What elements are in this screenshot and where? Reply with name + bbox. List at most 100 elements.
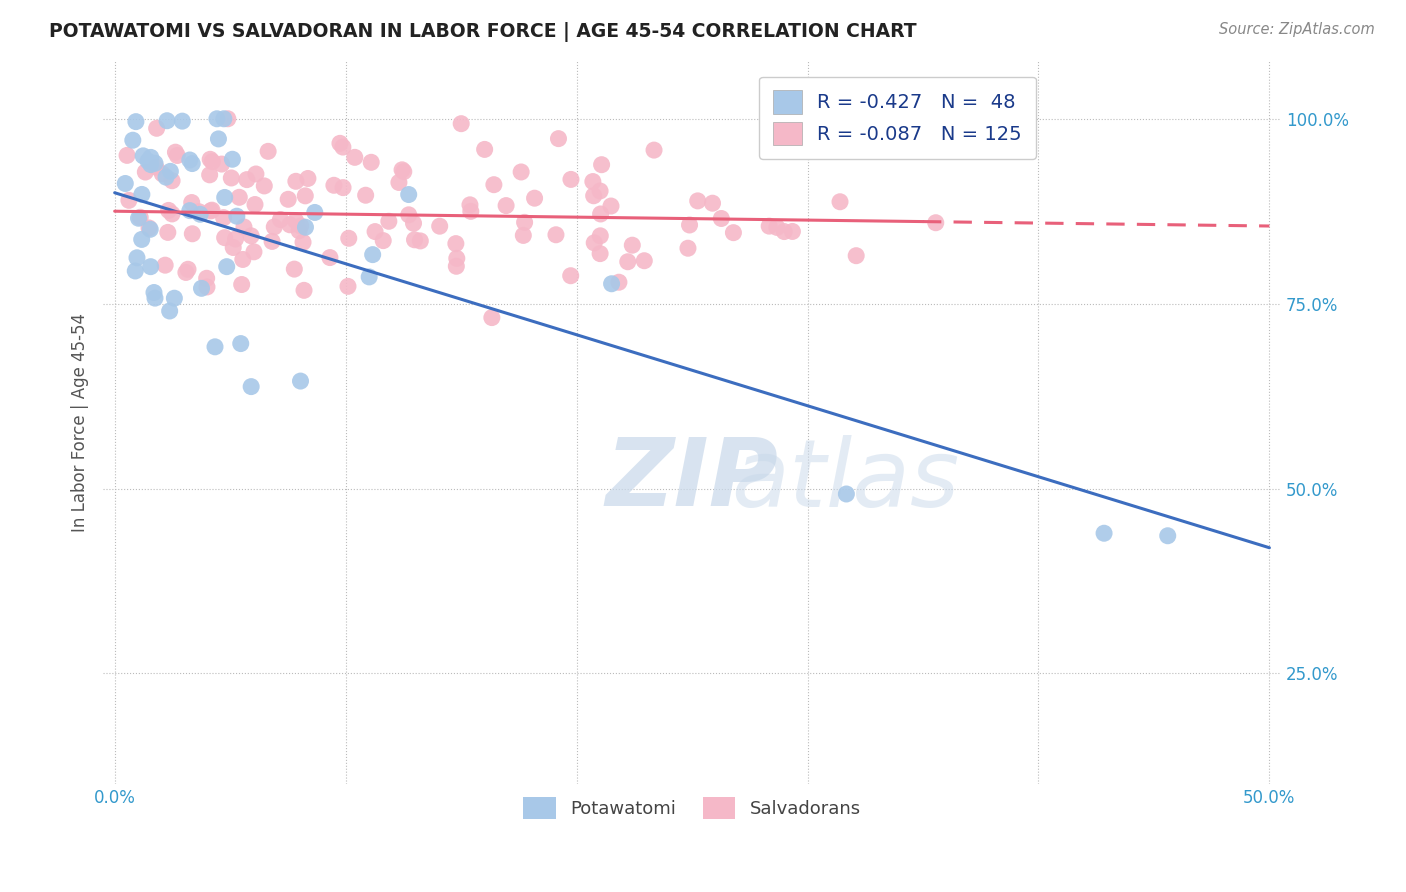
Point [222, 240, 245, 254]
Point [458, 198, 481, 212]
Point [332, 140, 354, 154]
Point [409, 234, 432, 248]
Point [329, 136, 352, 151]
Point [201, 203, 224, 218]
Point [290, 374, 312, 388]
Point [283, 262, 305, 277]
Point [560, 172, 582, 186]
Point [278, 218, 301, 232]
Point [212, 211, 235, 225]
Point [621, 238, 644, 252]
Point [925, 216, 948, 230]
Point [221, 171, 243, 186]
Point [156, 226, 179, 240]
Point [758, 219, 780, 234]
Point [290, 219, 312, 233]
Point [773, 225, 796, 239]
Point [163, 291, 186, 305]
Point [139, 260, 162, 274]
Point [155, 170, 177, 185]
Point [510, 165, 533, 179]
Point [404, 233, 426, 247]
Point [544, 227, 567, 242]
Text: atlas: atlas [731, 434, 959, 525]
Point [190, 281, 212, 295]
Point [337, 231, 360, 245]
Point [228, 190, 250, 204]
Point [207, 132, 229, 146]
Point [174, 265, 197, 279]
Point [600, 277, 623, 291]
Point [243, 244, 266, 259]
Point [616, 254, 638, 268]
Point [215, 260, 238, 274]
Point [143, 291, 166, 305]
Point [523, 191, 546, 205]
Point [257, 145, 280, 159]
Point [115, 148, 138, 162]
Point [547, 131, 569, 145]
Point [361, 247, 384, 261]
Point [474, 142, 496, 156]
Point [481, 310, 503, 325]
Point [643, 143, 665, 157]
Point [292, 283, 315, 297]
Point [236, 172, 259, 186]
Point [139, 150, 162, 164]
Point [1092, 526, 1115, 541]
Point [121, 133, 143, 147]
Point [166, 148, 188, 162]
Point [702, 196, 724, 211]
Point [180, 195, 202, 210]
Point [225, 209, 247, 223]
Point [450, 117, 472, 131]
Point [402, 216, 425, 230]
Point [336, 279, 359, 293]
Point [354, 188, 377, 202]
Point [782, 224, 804, 238]
Point [288, 224, 311, 238]
Point [181, 227, 204, 241]
Point [132, 149, 155, 163]
Point [398, 187, 420, 202]
Point [134, 165, 156, 179]
Point [297, 171, 319, 186]
Point [177, 262, 200, 277]
Point [378, 214, 401, 228]
Point [188, 204, 211, 219]
Point [263, 219, 285, 234]
Text: POTAWATOMI VS SALVADORAN IN LABOR FORCE | AGE 45-54 CORRELATION CHART: POTAWATOMI VS SALVADORAN IN LABOR FORCE … [49, 22, 917, 42]
Point [284, 214, 307, 228]
Point [269, 212, 291, 227]
Point [835, 487, 858, 501]
Point [165, 145, 187, 160]
Point [131, 232, 153, 246]
Point [845, 249, 868, 263]
Point [159, 164, 181, 178]
Point [198, 168, 221, 182]
Point [245, 167, 267, 181]
Point [294, 189, 316, 203]
Point [678, 218, 700, 232]
Point [444, 236, 467, 251]
Point [828, 194, 851, 209]
Point [145, 160, 167, 174]
Point [114, 177, 136, 191]
Point [686, 194, 709, 208]
Point [446, 260, 468, 274]
Point [160, 174, 183, 188]
Text: Source: ZipAtlas.com: Source: ZipAtlas.com [1219, 22, 1375, 37]
Point [589, 207, 612, 221]
Point [131, 187, 153, 202]
Point [153, 258, 176, 272]
Point [766, 220, 789, 235]
Point [205, 112, 228, 126]
Point [582, 188, 605, 202]
Y-axis label: In Labor Force | Age 45-54: In Labor Force | Age 45-54 [72, 312, 89, 532]
Point [136, 154, 159, 169]
Point [179, 203, 201, 218]
Point [198, 153, 221, 167]
Point [359, 269, 381, 284]
Point [560, 268, 582, 283]
Point [214, 230, 236, 244]
